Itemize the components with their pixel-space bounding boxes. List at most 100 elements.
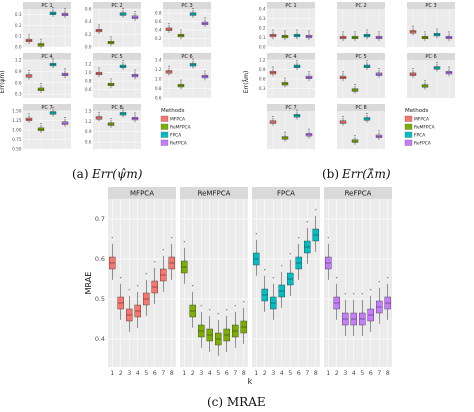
y-tick-label: 0.1 (15, 34, 22, 39)
y-tick-label: 1.25 (12, 118, 22, 123)
panel-background (267, 111, 315, 149)
panel-1: PC 1 0.3 0.2 0.1 0.0 (15, 2, 71, 50)
panel-title: PC 7 (285, 105, 296, 111)
y-axis-title: MRAE (84, 272, 93, 295)
box-k3-outlier (128, 289, 130, 291)
legend: Methods MFPCA ReMFPCA FPCA ReFPCA (160, 108, 191, 147)
x-tick-label: 2 (119, 369, 123, 377)
box-fpca-outlier (296, 29, 298, 31)
box-mfpca-outlier (272, 115, 274, 118)
y-tick-label: 0.75 (12, 137, 22, 142)
x-tick-label: 7 (377, 369, 381, 377)
box-refpca-outlier (134, 11, 136, 13)
panel-refpca: ReFPCA 1 2 3 4 5 6 7 8 (324, 187, 392, 377)
box-fpca-outlier (296, 60, 298, 62)
y-axis-title: Err(ψ̂m) (0, 70, 6, 93)
x-tick-label: 8 (314, 369, 318, 377)
panel-title: PC 3 (425, 3, 436, 9)
panel-title: ReMFPCA (198, 190, 231, 198)
box-remfpca-outlier (180, 29, 182, 31)
x-axis-title: k (248, 377, 253, 386)
box-refpca-outlier (308, 71, 310, 73)
box-remfpca-outlier (354, 134, 356, 137)
box-k2-outlier (336, 277, 338, 279)
y-tick-label: 0.2 (15, 23, 22, 28)
box-refpca-outlier (378, 31, 380, 33)
box-fpca-outlier (436, 28, 438, 30)
panel-1: PC 1 0.4 0.3 0.2 0.1 0.0 (259, 2, 315, 50)
panel-title: FPCA (277, 190, 295, 198)
box-k4-outlier (209, 309, 211, 311)
x-tick-label: 7 (233, 369, 237, 377)
panel-strip (180, 187, 248, 199)
box-k6-outlier (370, 289, 372, 291)
legend-entry: ReMFPCA (414, 125, 435, 131)
panel-title: PC 4 (285, 54, 296, 60)
box-k4-outlier (353, 293, 355, 295)
panel-background (337, 9, 385, 47)
x-tick-label: 5 (144, 369, 148, 377)
y-tick-label: 0.2 (85, 32, 92, 37)
box-fpca-outlier (52, 58, 54, 60)
y-tick-label: 1.0 (85, 70, 92, 75)
box-fpca-outlier (296, 109, 298, 111)
y-tick-label: 0.2 (259, 26, 266, 31)
panel-background (93, 60, 141, 98)
y-tick-label: 1.0 (155, 77, 162, 82)
panel-background (407, 9, 455, 47)
box-mfpca-outlier (342, 31, 344, 33)
box-k5-outlier (361, 293, 363, 295)
y-tick-label: 0.9 (259, 67, 266, 72)
legend-key-mfpca (160, 115, 169, 122)
box-refpca-outlier (64, 117, 66, 119)
box-mfpca-outlier (412, 25, 414, 27)
panel-strip (93, 2, 141, 9)
box-remfpca-outlier (40, 123, 42, 125)
caption-a-label: (a) (72, 167, 89, 181)
panel-remfpca: ReMFPCA 1 2 3 4 5 6 7 8 (180, 187, 248, 377)
panel-background (337, 60, 385, 98)
box-refpca-outlier (64, 68, 66, 70)
panel-title: PC 1 (285, 3, 296, 9)
box-fpca-outlier (122, 7, 124, 10)
subfigure-b-lambda-error: Err(λ̂m) PC 1 0.4 0.3 0.2 0.1 0.0 PC 2 PC 3 PC 4 1… (243, 2, 455, 149)
box-k8-outlier (171, 237, 173, 239)
box-mfpca-outlier (342, 71, 344, 73)
panel-title: PC 2 (355, 3, 366, 9)
box-refpca-outlier (134, 112, 136, 114)
legend-entry: MFPCA (170, 117, 185, 123)
panel-strip (324, 187, 392, 199)
panel-title: PC 8 (355, 105, 366, 111)
y-tick-label: 0.3 (15, 92, 22, 97)
x-tick-label: 6 (297, 369, 301, 377)
y-tick-label: 1.4 (155, 58, 162, 63)
box-mfpca-outlier (98, 67, 100, 69)
panel-5: PC 5 1.2 1.0 0.8 0.6 (85, 53, 141, 98)
panel-strip (93, 104, 141, 111)
panel-background (108, 199, 176, 367)
y-tick-label: 1.2 (259, 58, 266, 63)
box-k7-outlier (162, 249, 164, 251)
legend-key-mfpca (404, 115, 413, 122)
x-tick-label: 3 (127, 369, 131, 377)
box-mfpca-outlier (412, 68, 414, 70)
x-tick-label: 7 (305, 369, 309, 377)
x-tick-label: 8 (170, 369, 174, 377)
y-tick-label: 0.9 (85, 129, 92, 134)
legend-key-refpca (404, 139, 413, 146)
y-tick-label: 0.3 (15, 12, 22, 17)
box-fpca-outlier (366, 29, 368, 31)
box-k4-outlier (137, 285, 139, 287)
box-k1-outlier (183, 241, 185, 243)
panel-strip (337, 53, 385, 60)
legend-entry: MFPCA (414, 117, 429, 123)
legend-title: Methods (405, 108, 429, 114)
legend: Methods MFPCA ReMFPCA FPCA ReFPCA (404, 108, 435, 147)
caption-c: (c) MRAE (207, 395, 266, 409)
panel-strip (252, 187, 320, 199)
legend-title: Methods (161, 108, 185, 114)
box-k7-outlier (378, 281, 380, 283)
box-remfpca-outlier (354, 83, 356, 86)
box-mfpca-outlier (168, 23, 170, 25)
box-fpca-outlier (192, 7, 194, 10)
